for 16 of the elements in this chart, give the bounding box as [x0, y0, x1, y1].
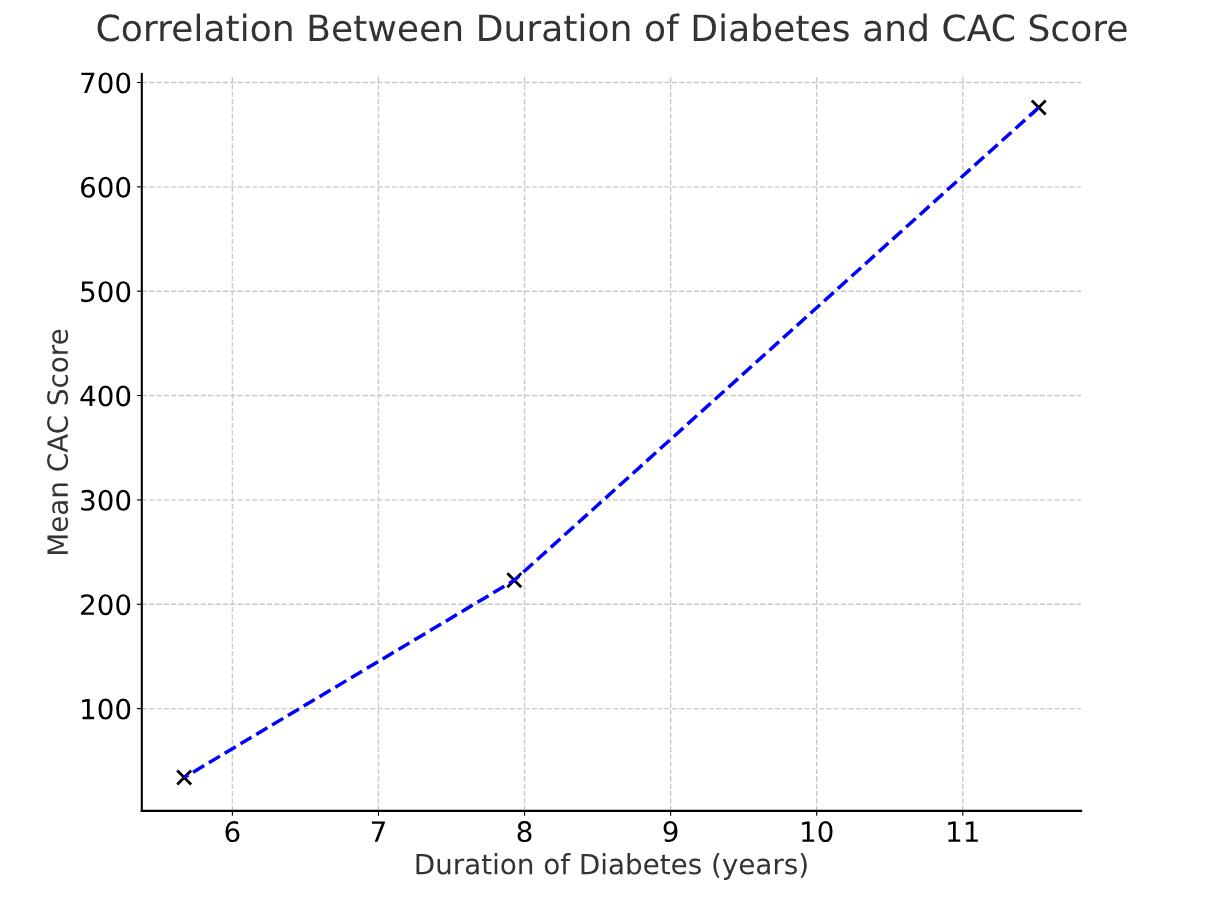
- x-tick-label: 10: [802, 821, 833, 843]
- y-tick-label: 300: [81, 489, 131, 511]
- x-tick-label: 11: [948, 821, 978, 842]
- x-tick-label: 8: [517, 821, 532, 843]
- y-tick-label: 600: [81, 176, 131, 198]
- y-tick-label: 500: [81, 281, 131, 303]
- y-tick-label: 700: [81, 72, 131, 94]
- y-tick-label: 100: [82, 698, 131, 720]
- x-axis-title: Duration of Diabetes (years): [416, 853, 807, 880]
- y-tick-label: 200: [81, 594, 131, 616]
- x-tick-label: 9: [663, 821, 678, 843]
- y-tick-label: 400: [80, 385, 131, 407]
- x-tick-label: 6: [225, 821, 240, 843]
- x-tick-label: 7: [371, 821, 385, 842]
- y-axis-title: Mean CAC Score: [47, 329, 69, 554]
- chart-title: Correlation Between Duration of Diabetes and CAC Score: [97, 13, 1127, 42]
